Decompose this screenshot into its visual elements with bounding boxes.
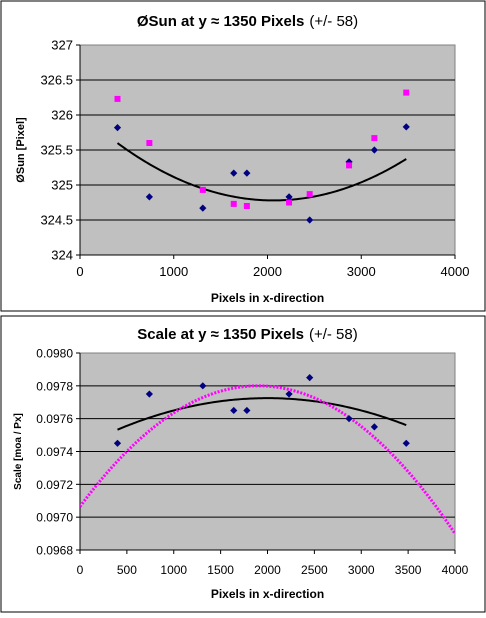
- y-axis-label: ØSun [Pixel]: [15, 117, 27, 183]
- data-point-square: [146, 140, 153, 146]
- chart-title-main: Scale at y ≈ 1350 Pixels: [137, 326, 304, 343]
- chart-title: ØSun at y ≈ 1350 Pixels (+/- 58): [137, 13, 358, 30]
- x-tick-label: 4000: [441, 264, 470, 279]
- x-tick-label: 1000: [160, 563, 187, 577]
- x-tick-label: 2000: [254, 563, 281, 577]
- data-point-square: [286, 199, 293, 206]
- scale-chart-panel: 0.0980 0.0978 0.0976 0.0974 0.0972 0.0970 0.09…: [0, 315, 486, 613]
- x-axis-label: Pixels in x-direction: [211, 291, 324, 305]
- data-point-diamond: [145, 193, 153, 201]
- y-tick-label: 324.5: [40, 213, 73, 228]
- data-point-diamond: [370, 146, 378, 154]
- data-point-diamond: [230, 169, 238, 177]
- data-point-square: [306, 191, 313, 198]
- y-tick-label: 0.0970: [36, 511, 73, 525]
- data-point-square: [230, 200, 237, 207]
- scale-chart: 0.0980 0.0978 0.0976 0.0974 0.0972 0.0970 0.09…: [0, 315, 486, 613]
- trendline: [80, 384, 455, 535]
- data-point-square: [403, 89, 410, 96]
- y-tick-label: 0.0976: [36, 412, 73, 426]
- x-tick-label: 2500: [301, 563, 328, 577]
- x-tick-label: 3000: [347, 264, 376, 279]
- data-point-square: [346, 162, 353, 169]
- x-tick-label: 0: [77, 563, 84, 577]
- y-tick-label: 0.0974: [36, 445, 73, 459]
- y-tick-label: 325.5: [40, 143, 73, 158]
- trendline: [116, 142, 407, 202]
- chart-title: Scale at y ≈ 1350 Pixels (+/- 58): [137, 326, 357, 343]
- data-point-square: [114, 95, 121, 102]
- y-tick-label: 326.5: [40, 73, 73, 88]
- data-point-diamond: [199, 204, 207, 212]
- y-tick-label: 326: [51, 108, 73, 123]
- chart-title-suffix: (+/- 58): [309, 326, 358, 343]
- y-tick-label: 0.0972: [36, 478, 73, 492]
- data-point-diamond: [113, 124, 122, 132]
- trendline: [117, 397, 407, 431]
- data-point-square: [371, 135, 378, 142]
- y-tick-label: 0.0968: [36, 544, 73, 558]
- data-point-diamond: [285, 193, 293, 201]
- x-tick-label: 500: [117, 563, 137, 577]
- y-tick-label: 327: [51, 38, 73, 53]
- x-tick-label: 0: [76, 264, 83, 279]
- sun-diameter-chart-panel: 327 326.5 326 325.5 325 324.5 324 0 1000 2000 3000…: [0, 0, 486, 312]
- x-tick-label: 1000: [159, 264, 188, 279]
- x-tick-label: 3500: [395, 563, 422, 577]
- y-axis-label: Scale [moa / Px]: [13, 413, 24, 490]
- x-tick-label: 4000: [442, 563, 469, 577]
- data-point-square: [199, 186, 206, 193]
- chart-title-suffix: (+/- 58): [309, 13, 358, 30]
- data-point-diamond: [370, 423, 378, 431]
- x-tick-label: 2000: [253, 264, 282, 279]
- data-point-square: [243, 203, 250, 209]
- x-tick-label: 1500: [207, 563, 234, 577]
- x-axis-label: Pixels in x-direction: [211, 587, 324, 601]
- chart-title-main: ØSun at y ≈ 1350 Pixels: [137, 13, 304, 30]
- y-tick-label: 0.0980: [36, 347, 73, 361]
- data-point-diamond: [402, 123, 410, 131]
- y-tick-label: 324: [51, 248, 73, 263]
- data-point-diamond: [243, 169, 251, 177]
- x-tick-label: 3000: [348, 563, 375, 577]
- y-tick-label: 325: [51, 178, 73, 193]
- data-point-diamond: [306, 216, 314, 224]
- data-point-diamond: [306, 374, 314, 382]
- y-tick-label: 0.0978: [36, 379, 73, 393]
